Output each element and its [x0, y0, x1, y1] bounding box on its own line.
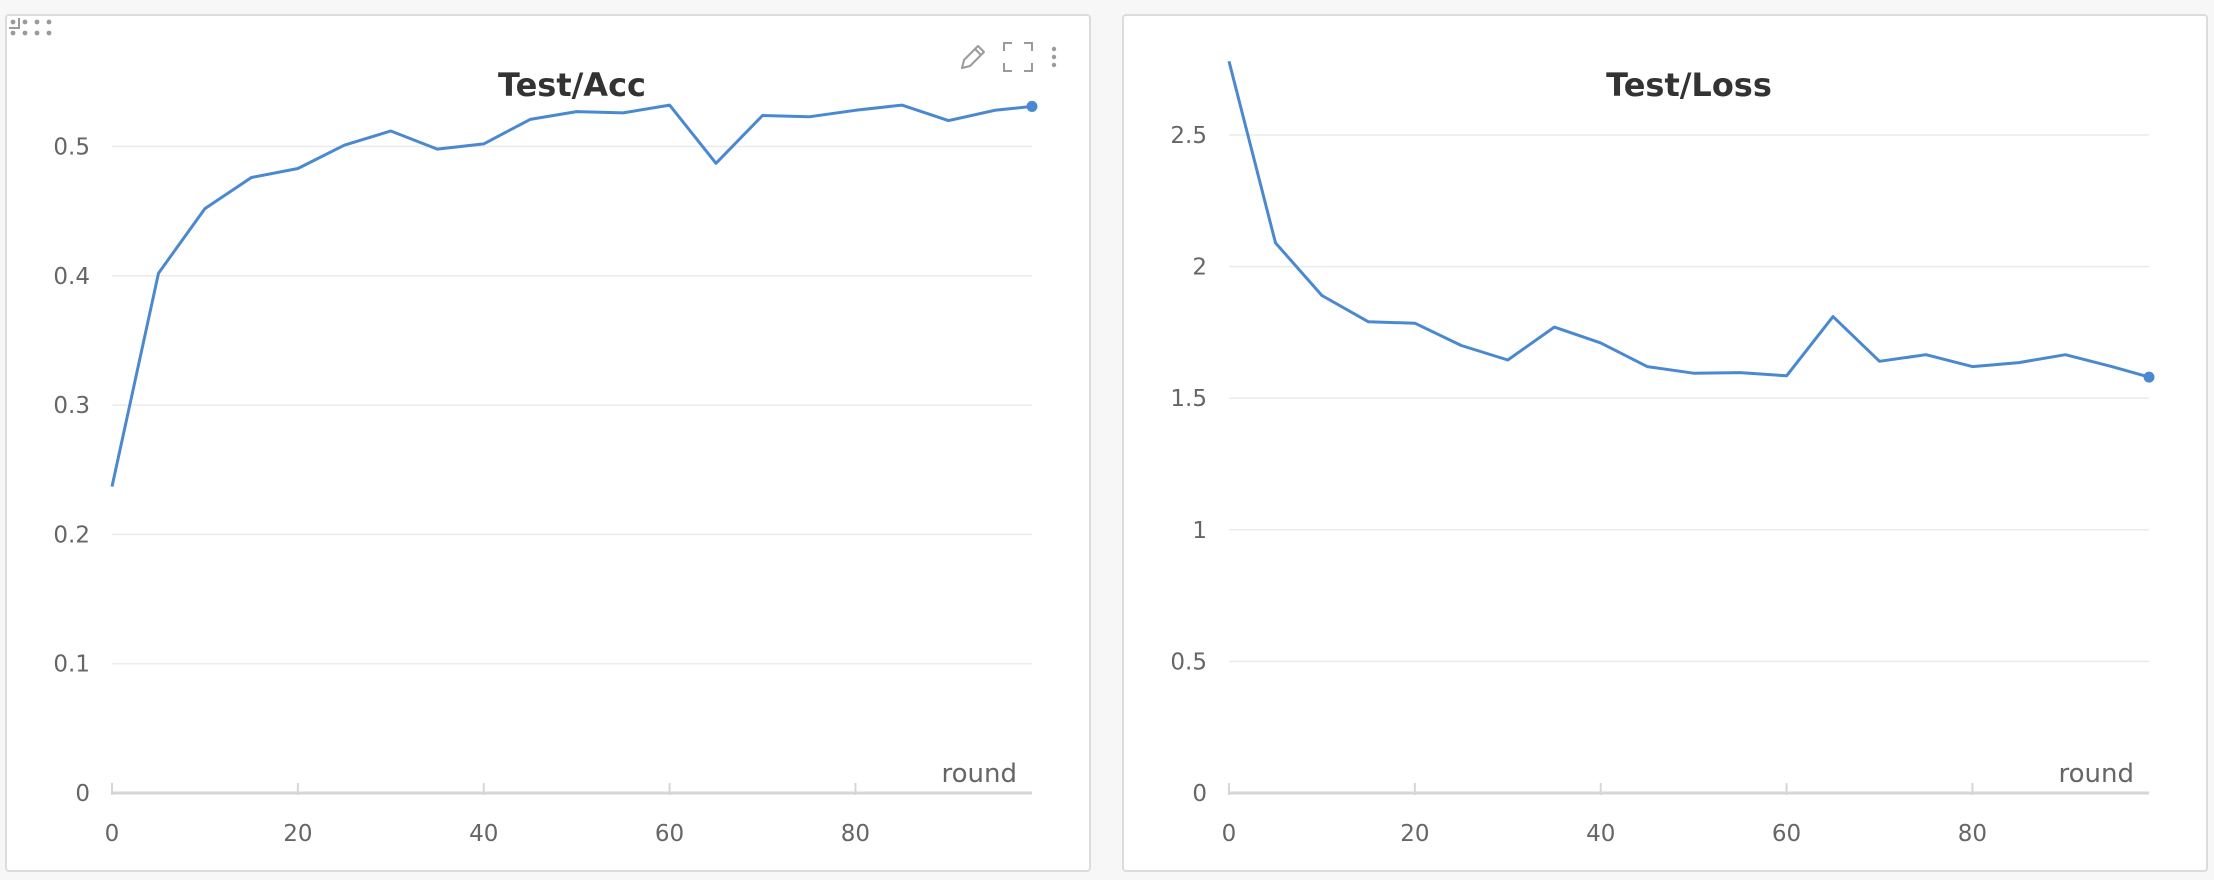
- last-data-point: [2143, 371, 2155, 383]
- last-data-point: [1026, 100, 1038, 112]
- chart-svg: Test/Loss 0 0.5 1 1.5 2 2.5 0 20 40 60 80 round: [1170, 60, 2155, 847]
- chart-title: Test/Loss: [1606, 66, 1772, 104]
- x-tick-label: 20: [1400, 821, 1429, 847]
- pencil-icon[interactable]: [956, 40, 990, 74]
- y-tick-label: 1: [1192, 518, 1207, 544]
- x-tick-label: 80: [1958, 821, 1987, 847]
- y-tick-label: 2.5: [1170, 123, 1207, 149]
- y-tick-label: 1.5: [1170, 386, 1207, 412]
- y-tick-label: 0: [75, 781, 90, 807]
- y-tick-label: 0: [1192, 781, 1207, 807]
- y-tick-label: 2: [1192, 255, 1207, 281]
- y-tick-label: 0.4: [53, 264, 90, 290]
- x-tick-label: 60: [1772, 821, 1801, 847]
- y-tick-label: 0.1: [53, 652, 90, 678]
- x-tick-label: 60: [655, 821, 684, 847]
- x-tick-label: 20: [283, 821, 312, 847]
- x-axis-label: round: [942, 759, 1018, 789]
- y-tick-label: 0.2: [53, 522, 90, 548]
- chart-svg: Test/Acc 0 0.1 0.2 0.3 0.4 0.5 0 20 40 60 80 round: [53, 66, 1038, 847]
- y-tick-label: 0.3: [53, 393, 90, 419]
- chart-title: Test/Acc: [498, 66, 646, 104]
- chart-panel-test-acc: Test/Acc 0 0.1 0.2 0.3 0.4 0.5 0 20 40 60 80 round: [5, 14, 1091, 872]
- resize-corner-icon[interactable]: [7, 16, 21, 30]
- chart-panel-test-loss: Test/Loss 0 0.5 1 1.5 2 2.5 0 20 40 60 80 round: [1122, 14, 2208, 872]
- more-vertical-icon[interactable]: [1047, 40, 1061, 74]
- y-tick-label: 0.5: [53, 135, 90, 161]
- series-line: [110, 103, 1033, 487]
- x-tick-label: 0: [105, 821, 120, 847]
- series-line: [1227, 60, 2150, 379]
- x-tick-label: 40: [469, 821, 498, 847]
- drag-handle-icon[interactable]: [7, 16, 57, 40]
- x-tick-label: 40: [1586, 821, 1615, 847]
- x-tick-label: 80: [841, 821, 870, 847]
- x-axis-label: round: [2059, 759, 2135, 789]
- x-tick-label: 0: [1222, 821, 1237, 847]
- fullscreen-icon[interactable]: [1001, 40, 1035, 74]
- y-tick-label: 0.5: [1170, 649, 1207, 675]
